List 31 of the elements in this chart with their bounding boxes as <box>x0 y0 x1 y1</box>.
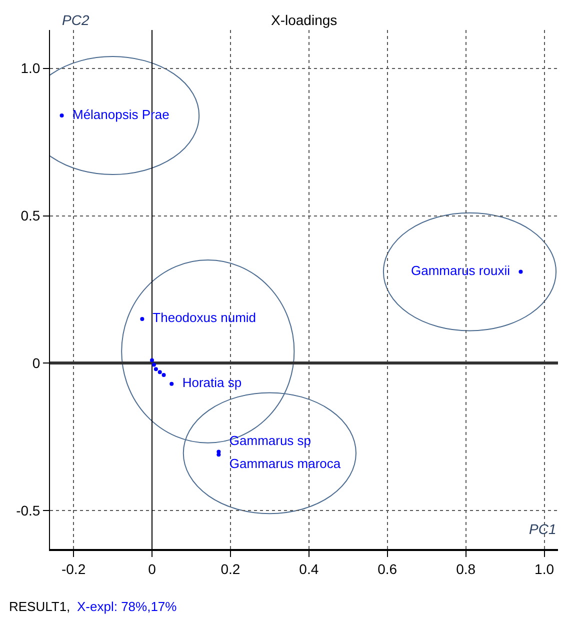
point <box>60 114 64 118</box>
x-tick-label: 1.0 <box>534 560 554 577</box>
data-label: Gammarus maroca <box>222 456 342 471</box>
data-label: Gammarus sp <box>222 432 312 448</box>
y-tick-label: 1.0 <box>20 60 40 76</box>
text: X-expl: 78%,17% <box>77 599 178 614</box>
x-tick-label: 0.6 <box>378 560 398 577</box>
y-tick-label: -0.5 <box>16 502 40 519</box>
point <box>152 362 156 367</box>
x-axis-title: PC1 <box>529 521 556 537</box>
x-tick-label: -0.2 <box>61 560 86 577</box>
point <box>216 452 221 457</box>
point <box>140 316 144 321</box>
point <box>518 270 523 274</box>
y-tick-label: 0.5 <box>20 208 40 224</box>
point <box>158 370 162 374</box>
point <box>154 367 158 372</box>
chart-title: X-loadings <box>271 12 338 28</box>
data-label: Theodoxus numid <box>146 310 256 326</box>
x-tick-label: 0.4 <box>299 560 319 577</box>
y-tick-label: 0 <box>32 355 40 372</box>
point <box>150 358 154 362</box>
x-tick-label: 0.2 <box>220 560 240 577</box>
text: RESULT1, <box>9 599 70 614</box>
point <box>170 382 174 386</box>
x-tick-label: 0.8 <box>456 560 476 577</box>
point <box>162 373 166 378</box>
y-axis-title: PC2 <box>62 12 90 28</box>
data-label: Horatia sp <box>175 375 242 390</box>
data-label: Gammarus rouxii <box>411 263 518 278</box>
x-tick-label: 0 <box>148 560 156 577</box>
